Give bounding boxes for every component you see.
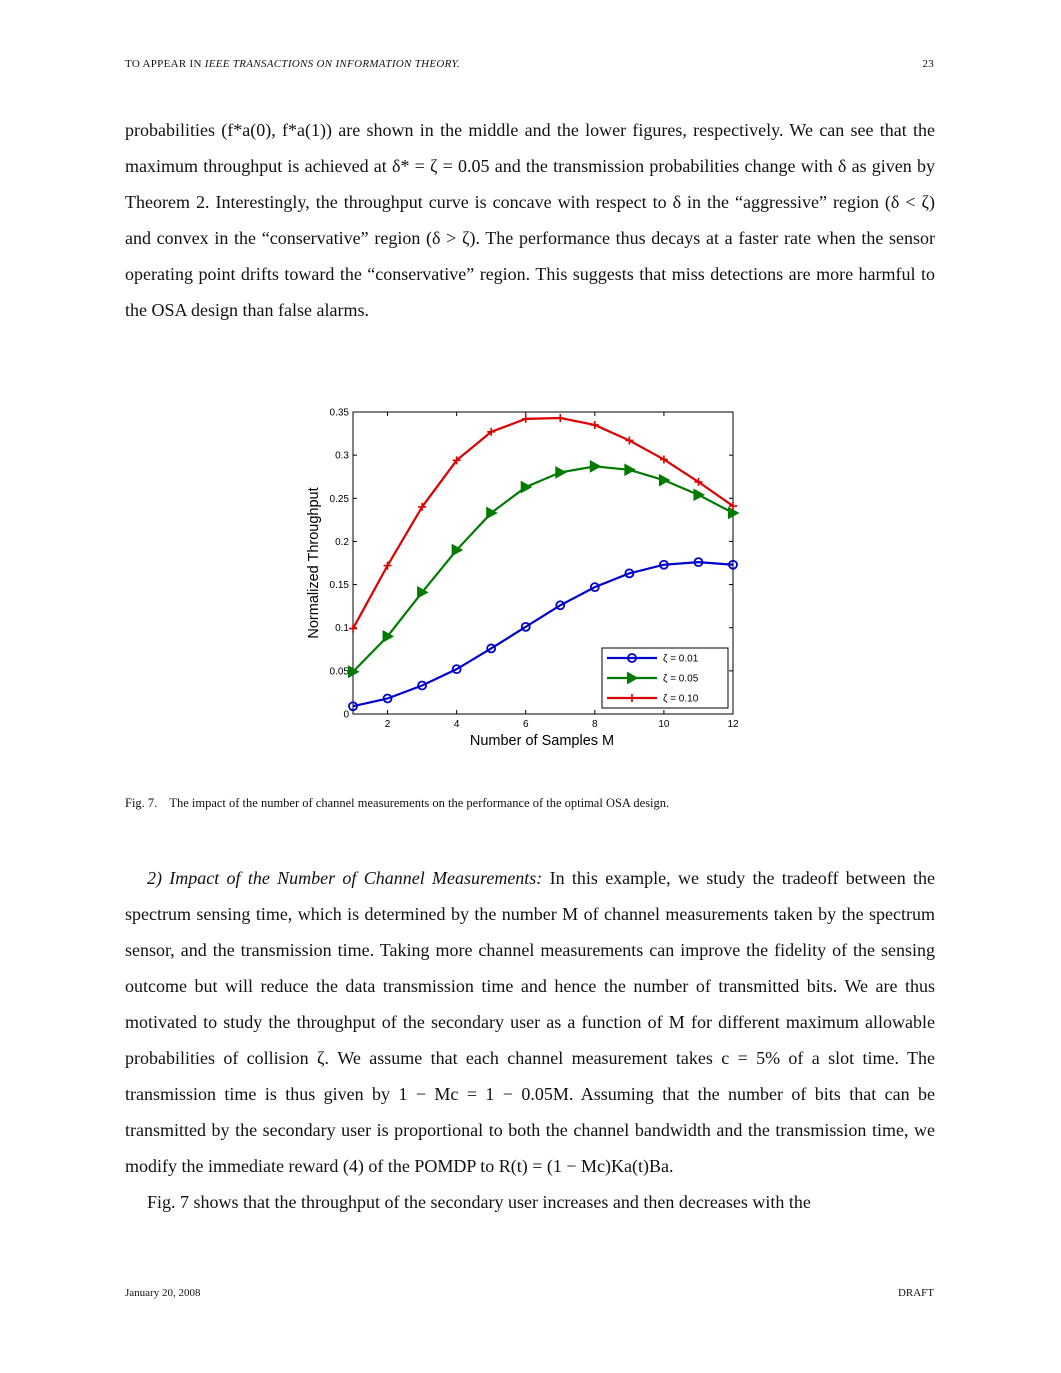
y-tick-label: 0.35 (330, 408, 350, 419)
y-tick-label: 0.3 (335, 451, 349, 462)
x-tick-label: 4 (454, 719, 460, 730)
data-point (628, 694, 636, 702)
series-line-1 (348, 557, 738, 712)
y-axis-label: Normalized Throughput (306, 487, 322, 638)
paragraph-2: 2) Impact of the Number of Channel Measu… (125, 860, 935, 1184)
y-tick-label: 0.1 (335, 623, 349, 634)
y-tick-label: 0.05 (330, 666, 350, 677)
data-point (487, 427, 496, 436)
x-tick-label: 8 (592, 719, 598, 730)
data-point (348, 665, 360, 679)
chart-axes (352, 411, 734, 715)
x-ticks: 2 4 6 8 10 12 (385, 412, 739, 730)
data-point (382, 629, 395, 643)
data-point (728, 506, 740, 520)
legend-label: ζ = 0.10 (663, 694, 699, 705)
data-point (625, 436, 634, 445)
data-point (659, 559, 669, 570)
data-point (589, 460, 602, 473)
legend-entry: ζ = 0.01 (607, 653, 699, 665)
data-point (694, 477, 703, 486)
caption-label: Fig. 7. (125, 796, 158, 810)
chart-series (348, 414, 740, 712)
chart-legend: ζ = 0.01 ζ = 0.05 ζ = 0.10 (601, 647, 729, 709)
paragraph-1: probabilities (f*a(0), f*a(1)) are shown… (125, 120, 935, 320)
paragraph-3: Fig. 7 shows that the throughput of the … (147, 1192, 811, 1212)
data-point (658, 473, 671, 487)
data-point (589, 582, 600, 593)
data-point (418, 502, 427, 511)
x-tick-label: 12 (727, 719, 739, 730)
data-point (451, 543, 464, 557)
y-tick-label: 0.25 (330, 494, 350, 505)
series-line-2 (348, 460, 740, 679)
legend-entry: ζ = 0.10 (607, 694, 699, 705)
header-prefix: TO APPEAR IN (125, 58, 205, 70)
legend-label: ζ = 0.01 (663, 654, 699, 665)
data-point (520, 621, 531, 632)
text-block-top: probabilities (f*a(0), f*a(1)) are shown… (125, 112, 935, 328)
data-point (624, 568, 635, 579)
data-point (383, 561, 392, 570)
data-point (728, 559, 738, 570)
data-point (693, 488, 705, 502)
data-point (659, 455, 668, 464)
section-heading: 2) Impact of the Number of Channel Measu… (147, 868, 543, 888)
data-point (627, 653, 637, 663)
data-point (556, 414, 565, 423)
throughput-chart: 0 0.05 0.1 0.15 0.2 0.25 0.3 0.35 2 4 6 8 10 12 Norm… (306, 408, 740, 749)
paragraph-2-text: In this example, we study the tradeoff b… (125, 868, 935, 1176)
series-polyline (352, 416, 734, 630)
legend-label: ζ = 0.05 (663, 674, 699, 685)
footer-status: DRAFT (897, 1287, 934, 1299)
header-journal: IEEE TRANSACTIONS ON INFORMATION THEORY. (204, 58, 460, 70)
data-point (348, 701, 358, 712)
data-point (417, 585, 429, 599)
data-point (555, 466, 567, 479)
data-point (520, 480, 533, 494)
data-point (729, 502, 737, 511)
text-block-bottom: 2) Impact of the Number of Channel Measu… (125, 860, 935, 1220)
data-point (417, 680, 427, 691)
series-line-3 (349, 414, 737, 633)
y-tick-label: 0.15 (330, 580, 350, 591)
data-point (451, 664, 462, 675)
y-tick-label: 0 (343, 710, 349, 721)
y-tick-label: 0.2 (335, 537, 349, 548)
figure-caption: Fig. 7. The impact of the number of chann… (125, 796, 669, 811)
x-tick-label: 2 (385, 719, 391, 730)
legend-entry: ζ = 0.05 (607, 671, 699, 685)
data-point (349, 624, 357, 633)
caption-text: The impact of the number of channel meas… (169, 796, 670, 810)
data-point (452, 456, 461, 465)
data-point (693, 557, 704, 568)
footer-date: January 20, 2008 (125, 1287, 201, 1299)
data-point (521, 414, 530, 423)
x-tick-label: 6 (523, 719, 529, 730)
series-polyline (352, 561, 734, 708)
plot-frame (352, 411, 734, 715)
data-point (555, 600, 566, 611)
y-ticks: 0 0.05 0.1 0.15 0.2 0.25 0.3 0.35 (330, 408, 733, 721)
data-point (486, 643, 497, 654)
data-point (627, 671, 639, 685)
data-point (590, 420, 599, 429)
page-number: 23 (922, 58, 934, 70)
running-header: TO APPEAR IN IEEE TRANSACTIONS ON INFORM… (125, 58, 460, 70)
data-point (624, 463, 636, 477)
data-point (486, 506, 498, 520)
data-point (382, 693, 393, 704)
x-tick-label: 10 (658, 719, 670, 730)
series-polyline (352, 465, 734, 673)
x-axis-label: Number of Samples M (470, 733, 614, 749)
